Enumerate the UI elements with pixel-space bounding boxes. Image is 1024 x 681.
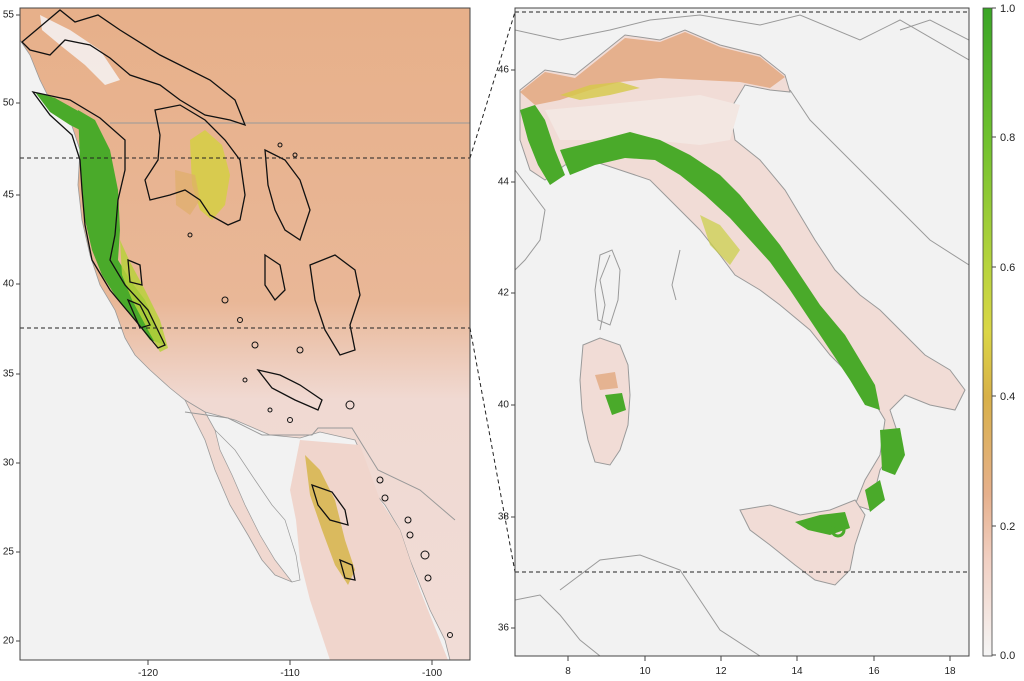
left-y-tick-25: 25 [3,547,15,558]
surrounding-coastlines [515,14,969,656]
left-y-tick-50: 50 [3,98,15,109]
colorbar-tick-0-0: 0.0 [1000,650,1015,662]
left-map [20,8,470,660]
right-x-tick-16: 16 [868,666,880,677]
left-y-tick-35: 35 [3,369,15,380]
etna-ring [830,522,846,538]
colorbar-gradient [982,7,993,657]
calabria-south-green [865,480,885,512]
colorbar: 1.0 0.8 0.6 0.4 0.2 0.0 [982,3,1015,662]
right-map-frame [514,7,970,657]
right-y-tick-44: 44 [498,177,510,188]
right-y-tick-36: 36 [498,623,510,634]
right-map [515,8,969,656]
right-y-tick-40: 40 [498,400,510,411]
left-y-tick-55: 55 [3,10,15,21]
rockies-orange-patch [175,170,200,215]
coast-mountains-snow [40,15,120,85]
right-x-tick-8: 8 [565,666,571,677]
colorbar-tick-1-0: 1.0 [1000,3,1015,15]
left-y-axis: 55 50 45 40 35 30 25 20 [3,10,20,647]
pacific-northwest-high-suitability [78,110,165,345]
left-y-tick-20: 20 [3,636,15,647]
colorbar-tick-0-8: 0.8 [1000,132,1015,144]
calabria-green [880,428,905,475]
left-contours [21,9,361,581]
western-alps-green [520,105,565,185]
left-y-tick-30: 30 [3,458,15,469]
alps-yellow-band [560,82,640,100]
colorbar-tick-0-6: 0.6 [1000,262,1015,274]
left-x-tick-minus-120: -120 [138,668,158,679]
vancouver-island-green [35,92,95,135]
connector-top [469,11,516,159]
right-x-tick-18: 18 [944,666,956,677]
gulf-of-california [214,428,301,583]
colorbar-tick-0-2: 0.2 [1000,521,1015,533]
left-map-frame [19,7,471,661]
left-x-tick-minus-110: -110 [280,668,300,679]
left-small-contours [187,142,453,638]
coastal-yellow-green [120,240,168,352]
connector-bottom [469,327,516,573]
right-x-tick-14: 14 [791,666,803,677]
right-x-tick-12: 12 [715,666,727,677]
right-y-tick-38: 38 [498,512,510,523]
sardinia [579,337,631,466]
colorbar-tick-0-4: 0.4 [1000,391,1015,403]
left-y-tick-40: 40 [3,279,15,290]
sicily-green [795,512,850,535]
right-y-tick-42: 42 [498,288,510,299]
right-x-tick-10: 10 [639,666,651,677]
apennines-edge-yellow [700,215,740,265]
po-valley [545,95,740,145]
sardinia-orange [595,372,618,390]
rockies-yellow-patch [190,130,230,220]
us-mexico-border [184,411,456,521]
apennines-high-suitability [560,132,880,410]
left-x-tick-minus-100: -100 [422,668,442,679]
right-y-axis: 46 44 42 40 38 36 [498,65,515,634]
sardinia-green [605,393,626,415]
right-y-tick-46: 46 [498,65,510,76]
left-x-axis: -120 -110 -100 [138,660,442,679]
corsica-outline [594,249,621,326]
right-x-axis: 8 10 12 14 16 18 [565,656,956,677]
left-y-tick-45: 45 [3,190,15,201]
